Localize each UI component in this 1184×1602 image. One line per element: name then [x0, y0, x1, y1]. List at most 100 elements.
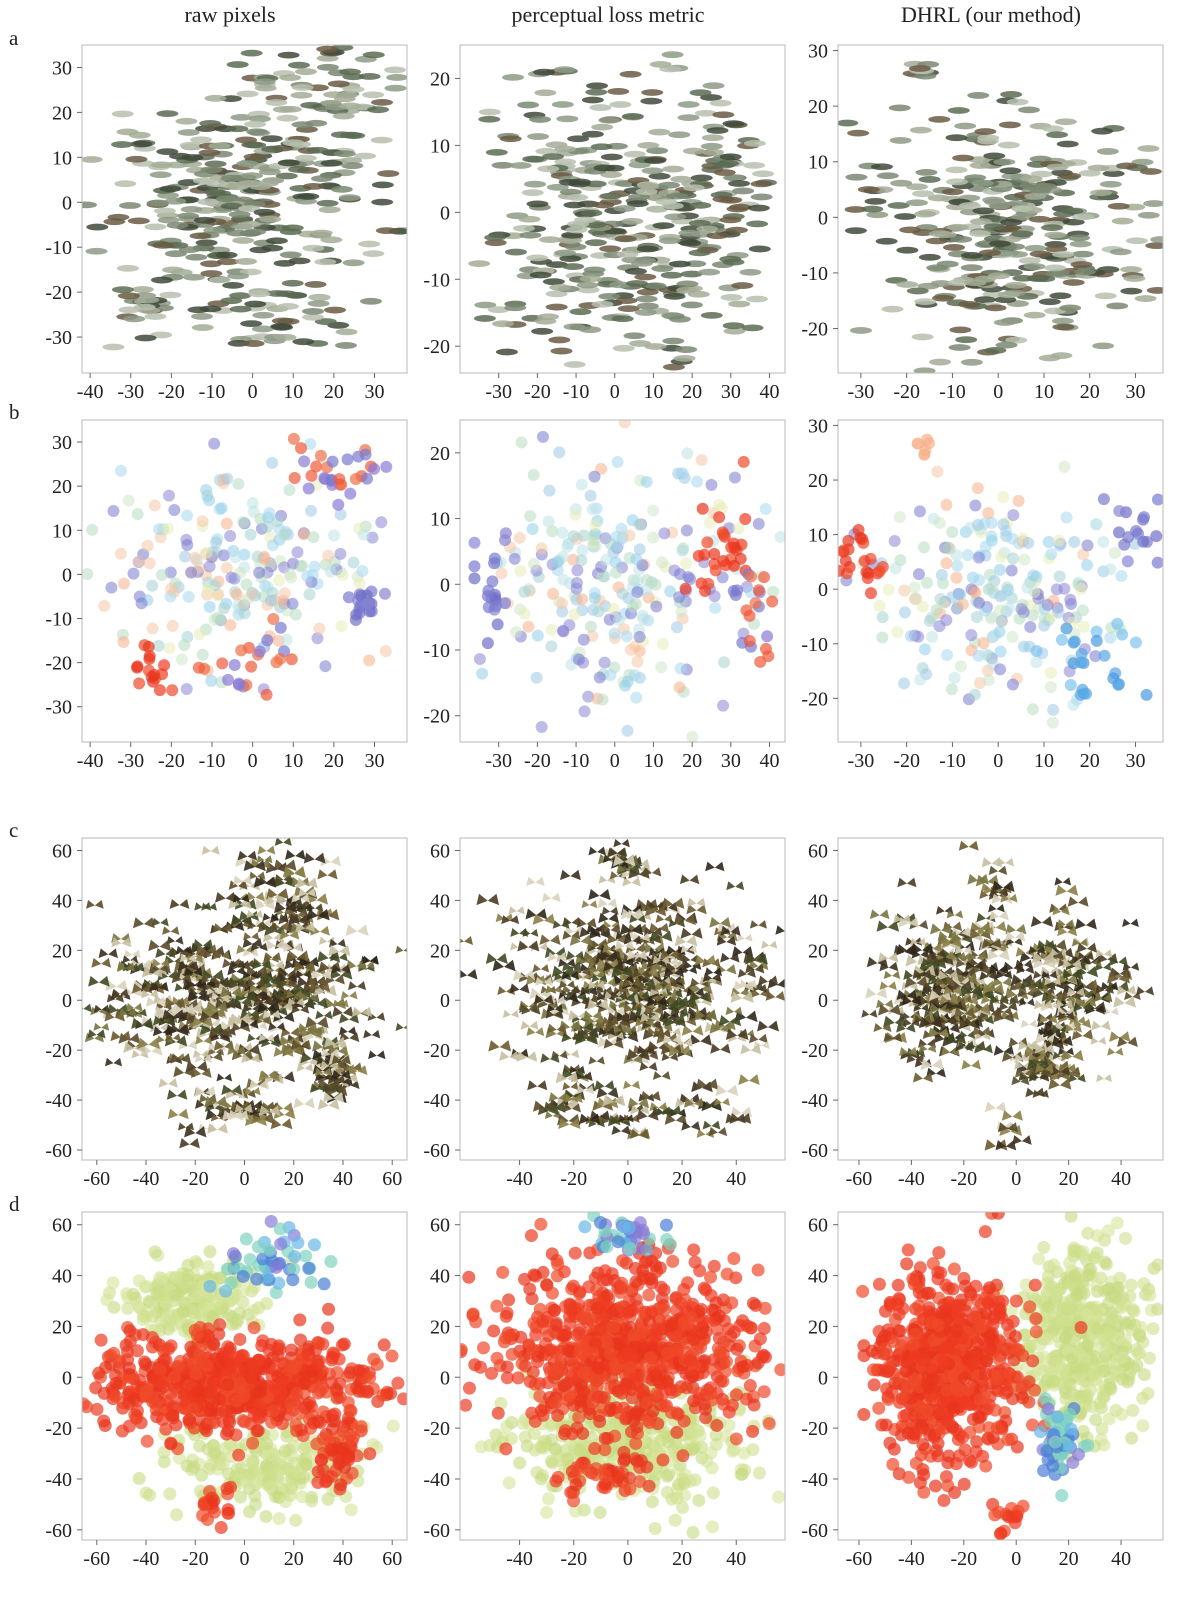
data-point [343, 1366, 357, 1380]
fish-thumbnail [960, 264, 983, 272]
data-point [283, 1488, 297, 1502]
fish-thumbnail [192, 177, 215, 185]
fish-thumbnail [308, 294, 331, 301]
fish-thumbnail [499, 135, 522, 143]
data-point [626, 600, 639, 613]
fish-thumbnail [244, 228, 267, 236]
butterfly-thumbnail [205, 1001, 228, 1013]
data-point [1151, 556, 1163, 569]
data-point [181, 538, 194, 551]
data-point [127, 567, 140, 580]
butterfly-thumbnail [207, 1042, 226, 1051]
fish-thumbnail [1028, 215, 1051, 223]
fish-thumbnail [719, 216, 742, 224]
fish-thumbnail [932, 294, 955, 302]
data-point [616, 529, 629, 542]
butterfly-thumbnail [312, 1049, 333, 1060]
fish-thumbnail [531, 327, 554, 335]
data-point [291, 1236, 305, 1250]
fish-thumbnail [198, 149, 221, 157]
data-point [158, 1342, 172, 1356]
data-point [970, 610, 983, 623]
butterfly-thumbnail [946, 910, 964, 919]
butterfly-thumbnail [974, 1044, 993, 1054]
butterfly-thumbnail [351, 1006, 373, 1017]
data-point [543, 484, 556, 497]
data-point [561, 540, 574, 553]
fish-thumbnail [333, 150, 356, 158]
data-point [1005, 564, 1018, 577]
fish-thumbnail [559, 255, 582, 262]
butterfly-thumbnail [686, 904, 707, 915]
data-point [965, 629, 978, 642]
fish-thumbnail [576, 281, 599, 289]
data-point [1018, 553, 1031, 566]
fish-thumbnail [1006, 98, 1029, 106]
data-point [224, 1276, 238, 1290]
data-point [148, 499, 161, 512]
fish-thumbnail [1134, 295, 1157, 302]
butterfly-thumbnail [322, 1091, 345, 1103]
data-point [344, 1503, 358, 1517]
data-point [971, 482, 984, 495]
fish-thumbnail [522, 155, 545, 163]
y-tick-label: -10 [423, 640, 450, 662]
y-tick-label: 30 [52, 432, 72, 454]
butterfly-thumbnail [1026, 1058, 1050, 1071]
fish-thumbnail [1078, 169, 1101, 177]
fish-thumbnail [682, 147, 705, 155]
data-point [268, 1489, 282, 1503]
data-point [767, 585, 780, 598]
data-point [143, 557, 156, 570]
fish-thumbnail [582, 270, 605, 278]
data-point [679, 582, 692, 595]
fish-thumbnail [478, 115, 501, 123]
data-point [536, 430, 549, 443]
butterfly-thumbnail [526, 876, 545, 886]
x-tick-label: 30 [365, 750, 385, 772]
data-point [98, 599, 111, 612]
butterfly-thumbnail [883, 970, 901, 980]
y-tick-label: -20 [801, 688, 828, 710]
data-point [208, 437, 221, 450]
data-point [940, 557, 953, 570]
fish-thumbnail [256, 180, 279, 187]
butterfly-thumbnail [620, 908, 643, 920]
butterfly-thumbnail [208, 1025, 233, 1038]
data-point [557, 625, 570, 638]
butterfly-thumbnail [679, 874, 700, 885]
fish-thumbnail [988, 240, 1011, 248]
fish-thumbnail [914, 298, 937, 305]
data-point [921, 433, 934, 446]
fish-thumbnail [861, 205, 884, 213]
data-point [567, 530, 580, 543]
data-point [135, 597, 148, 610]
data-point [256, 1334, 270, 1348]
data-point [941, 648, 954, 661]
data-point [1041, 599, 1054, 612]
data-point [588, 534, 601, 547]
data-point [106, 1276, 120, 1290]
butterfly-thumbnail [611, 966, 634, 978]
fish-thumbnail [114, 180, 137, 188]
data-point [876, 631, 889, 644]
fish-thumbnail [127, 217, 150, 225]
butterfly-thumbnail [979, 971, 998, 981]
data-point [569, 508, 582, 521]
butterfly-thumbnail [148, 939, 172, 952]
fish-thumbnail [182, 273, 205, 281]
fish-thumbnail [876, 172, 899, 180]
y-tick-label: 10 [52, 147, 72, 169]
butterfly-thumbnail [105, 979, 128, 992]
fish-thumbnail [323, 306, 346, 314]
data-point [264, 594, 277, 607]
fish-thumbnail [729, 203, 752, 211]
fish-thumbnail [857, 186, 880, 193]
butterfly-thumbnail [303, 852, 326, 864]
fish-thumbnail [133, 303, 156, 311]
butterfly-thumbnail [588, 1056, 605, 1065]
data-point [337, 1337, 351, 1351]
fish-thumbnail [678, 229, 701, 237]
fish-thumbnail [706, 232, 729, 240]
data-point [143, 652, 156, 665]
